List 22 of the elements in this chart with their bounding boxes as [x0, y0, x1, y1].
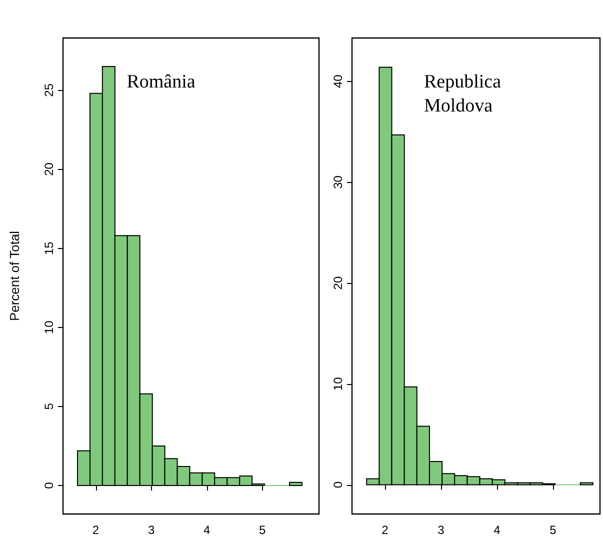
y-tick-label: 30	[331, 175, 345, 189]
y-tick-label: 15	[42, 241, 56, 256]
y-axis-title: Percent of Total	[7, 230, 22, 322]
x-tick-label: 3	[438, 523, 445, 537]
x-tick-label: 2	[382, 523, 389, 537]
y-tick-label: 0	[42, 482, 56, 489]
x-tick-label: 2	[92, 523, 100, 537]
x-tick-label: 4	[203, 523, 210, 537]
y-tick-label: 5	[42, 402, 56, 410]
y-tick-label: 10	[331, 376, 345, 391]
x-tick-label: 3	[148, 523, 155, 537]
y-tick-label: 0	[331, 481, 345, 488]
annotation: Republica Moldova	[424, 72, 502, 116]
y-tick-label: 25	[42, 83, 56, 97]
x-tick-label: 5	[259, 523, 266, 537]
y-tick-label: 40	[331, 74, 345, 88]
annotation: România	[126, 72, 196, 92]
x-tick-label: 5	[550, 523, 557, 537]
y-tick-label: 10	[42, 320, 56, 334]
y-tick-label: 20	[42, 162, 56, 176]
x-tick-label: 4	[494, 523, 501, 537]
y-tick-label: 20	[331, 276, 345, 290]
